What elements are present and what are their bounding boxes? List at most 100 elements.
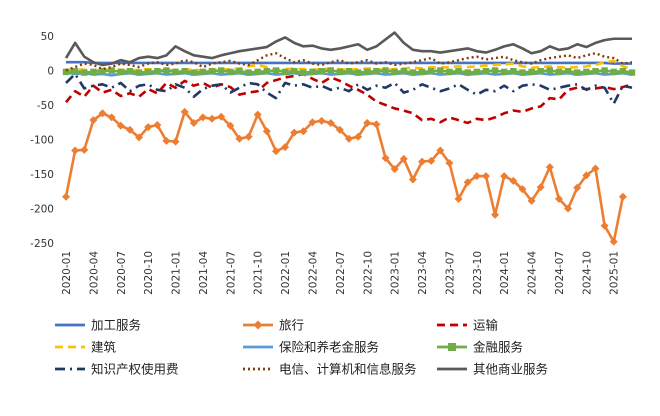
- data-point: [99, 67, 106, 75]
- data-point: [618, 192, 627, 201]
- data-point: [537, 67, 544, 75]
- data-point: [491, 67, 499, 74]
- data-point: [336, 68, 344, 76]
- data-point: [446, 68, 453, 76]
- series-2: [62, 107, 627, 246]
- data-point: [372, 120, 381, 129]
- legend-item: 加工服务: [55, 318, 141, 333]
- x-tick-label: 2022-04: [307, 251, 319, 295]
- y-tick-label: -150: [30, 169, 54, 181]
- data-point: [181, 67, 188, 75]
- data-point: [591, 164, 600, 173]
- data-point: [391, 68, 398, 76]
- data-point: [90, 68, 97, 76]
- x-tick-label: 2020-07: [116, 251, 128, 295]
- data-point: [135, 69, 143, 76]
- data-point: [519, 69, 526, 76]
- legend-label: 运输: [473, 318, 499, 333]
- data-point: [592, 67, 599, 75]
- data-point: [117, 68, 124, 76]
- data-point: [546, 67, 554, 74]
- data-point: [199, 68, 207, 76]
- data-point: [135, 133, 144, 142]
- series-line: [66, 60, 632, 65]
- series-lines: [62, 31, 636, 246]
- data-point: [163, 67, 170, 74]
- legend-item: 电信、计算机和信息服务: [243, 362, 417, 377]
- data-point: [308, 118, 317, 127]
- y-tick-label: -250: [30, 238, 54, 250]
- legend-item: 建筑: [55, 340, 117, 355]
- legend-label: 加工服务: [91, 318, 141, 333]
- y-tick-label: -50: [37, 100, 54, 112]
- data-point: [180, 107, 189, 116]
- series-line: [65, 72, 633, 105]
- data-point: [619, 67, 627, 75]
- data-point: [382, 67, 389, 74]
- legend-item: 保险和养老金服务: [243, 340, 379, 355]
- data-point: [299, 127, 308, 136]
- data-point: [536, 183, 545, 192]
- data-point: [272, 67, 280, 74]
- data-point: [427, 67, 435, 75]
- legend-label: 建筑: [91, 340, 117, 355]
- data-point: [226, 121, 235, 130]
- series-line: [64, 31, 632, 67]
- data-point: [564, 67, 572, 75]
- y-tick-label: 0: [47, 66, 54, 78]
- data-point: [463, 178, 472, 187]
- x-tick-label: 2020-10: [143, 251, 155, 295]
- data-point: [601, 67, 608, 74]
- data-point: [144, 123, 153, 132]
- data-point: [154, 67, 161, 75]
- data-point: [263, 67, 271, 75]
- data-point: [153, 121, 162, 130]
- data-point: [81, 69, 88, 76]
- data-point: [162, 136, 171, 145]
- data-point: [555, 68, 563, 76]
- legend-item: 其他商业服务: [437, 362, 548, 377]
- data-point: [189, 118, 198, 127]
- data-point: [427, 156, 436, 165]
- data-point: [527, 196, 536, 205]
- data-point: [481, 172, 490, 181]
- data-point: [172, 68, 179, 76]
- data-point: [454, 194, 463, 203]
- data-point: [573, 183, 582, 192]
- series-line: [64, 110, 625, 243]
- y-tick-label: -200: [30, 204, 54, 216]
- data-point: [400, 67, 407, 75]
- data-point: [390, 165, 399, 174]
- series-6: [62, 67, 636, 76]
- data-point: [564, 204, 573, 213]
- x-tick-label: 2020-04: [88, 251, 100, 295]
- data-point: [281, 143, 290, 152]
- x-tick-label: 2021-01: [171, 251, 183, 295]
- legend-label: 电信、计算机和信息服务: [279, 362, 417, 377]
- data-point: [418, 157, 427, 166]
- data-point: [108, 67, 115, 74]
- data-point: [509, 176, 518, 185]
- data-point: [418, 68, 426, 76]
- x-tick-label: 2024-01: [499, 251, 511, 295]
- data-point: [373, 67, 380, 75]
- data-point: [399, 154, 408, 163]
- data-point: [500, 172, 509, 181]
- data-point: [354, 69, 362, 76]
- x-tick-label: 2022-01: [280, 251, 292, 295]
- data-point: [510, 67, 517, 75]
- data-point: [554, 194, 563, 203]
- data-point: [609, 237, 618, 246]
- data-point: [582, 171, 591, 180]
- legend-label: 旅行: [279, 318, 304, 333]
- x-tick-label: 2021-07: [225, 251, 237, 295]
- data-point: [198, 113, 207, 122]
- data-point: [628, 69, 636, 76]
- legend-marker: [253, 320, 263, 330]
- data-point: [254, 68, 261, 76]
- data-point: [107, 113, 116, 122]
- data-point: [363, 118, 372, 127]
- legend-label: 其他商业服务: [473, 362, 548, 377]
